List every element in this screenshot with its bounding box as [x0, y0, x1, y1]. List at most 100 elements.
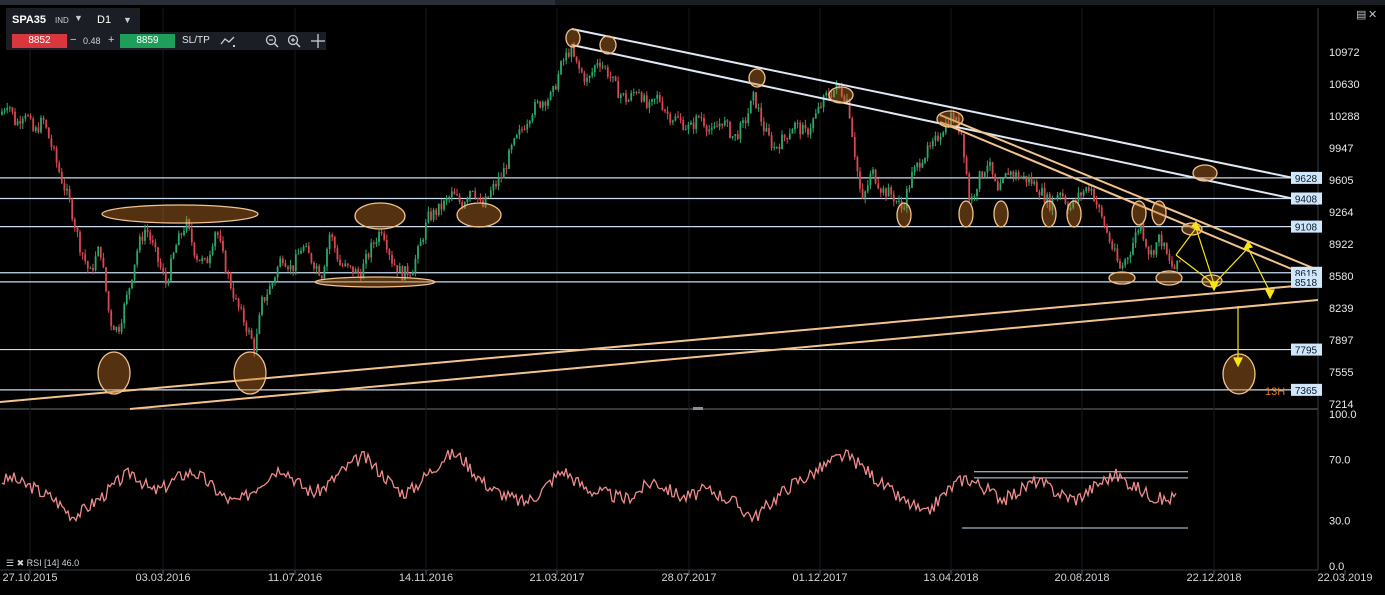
candle-body: [536, 101, 539, 103]
overlay-label: 13H: [1265, 386, 1285, 398]
draw-tool-icon[interactable]: [220, 34, 236, 48]
candle-body: [1119, 261, 1121, 269]
candle-body: [804, 124, 807, 129]
candle-body: [502, 168, 505, 179]
candle-body: [489, 190, 492, 198]
highlight-ellipse: [958, 200, 974, 228]
zoom-out-icon[interactable]: [264, 34, 280, 48]
window-top-strip: [0, 0, 1385, 5]
candle-body: [222, 240, 224, 252]
candle-body: [768, 127, 770, 136]
candle-body: [1015, 172, 1017, 177]
candle-body: [125, 294, 128, 305]
candle-body: [357, 269, 360, 274]
buy-button[interactable]: 8859: [120, 34, 175, 48]
chevron-down-icon[interactable]: ▼: [123, 15, 132, 25]
candle-body: [567, 52, 570, 57]
rsi-indicator-label[interactable]: ☰ ✖ RSI [14] 46.0: [6, 558, 79, 569]
candle-body: [830, 95, 833, 97]
crosshair-icon[interactable]: [310, 34, 326, 48]
candle-body: [232, 288, 235, 299]
candle-body: [466, 198, 469, 203]
plus-icon[interactable]: +: [108, 34, 115, 46]
candle-body: [1077, 192, 1080, 202]
candle-body: [396, 265, 399, 273]
candle-body: [1139, 223, 1142, 231]
candle-body: [859, 171, 861, 189]
candle-body: [840, 87, 843, 97]
candle-body: [346, 263, 349, 266]
candle-body: [991, 161, 994, 175]
candle-body: [539, 101, 542, 108]
candle-body: [352, 266, 354, 274]
candle-body: [1085, 187, 1088, 192]
candle-body: [1155, 242, 1158, 255]
rsi-tick-label: 30.0: [1329, 515, 1350, 527]
candle-body: [458, 195, 461, 203]
candle-body: [193, 242, 196, 256]
candle-body: [1025, 175, 1028, 183]
minus-icon[interactable]: −: [70, 34, 77, 46]
sell-button[interactable]: 8852: [12, 34, 67, 48]
candle-body: [450, 191, 453, 198]
candle-body: [276, 266, 279, 278]
candle-body: [11, 107, 14, 112]
candle-body: [206, 258, 209, 264]
highlight-ellipse: [456, 202, 502, 228]
candle-body: [578, 61, 581, 69]
candle-body: [864, 191, 867, 198]
menu-icon[interactable]: ▤: [1356, 9, 1367, 21]
remove-icon[interactable]: ✖: [16, 558, 25, 568]
candle-body: [773, 146, 776, 148]
chevron-down-icon[interactable]: ▼: [74, 13, 83, 23]
rsi-tick-label: 0.0: [1329, 561, 1344, 573]
candle-body: [983, 172, 986, 177]
candle-body: [484, 196, 487, 207]
candle-body: [1132, 242, 1134, 255]
candle-body: [731, 136, 734, 138]
highlight-ellipse: [599, 35, 617, 55]
candle-body: [1038, 191, 1041, 196]
candle-body: [170, 258, 172, 281]
candle-body: [1009, 171, 1012, 175]
candle-body: [120, 323, 123, 332]
candle-body: [287, 266, 289, 270]
candle-body: [700, 117, 703, 119]
candle-body: [723, 120, 726, 126]
candle-body: [541, 101, 544, 108]
zoom-in-icon[interactable]: [286, 34, 302, 48]
chart-background: [0, 6, 1385, 595]
candle-body: [749, 100, 752, 114]
candle-body: [882, 188, 885, 193]
candle-body: [1160, 234, 1163, 247]
candle-body: [651, 99, 653, 102]
candle-body: [887, 187, 890, 197]
instrument-panel[interactable]: SPA35 IND ▼ D1 ▼: [6, 8, 140, 32]
candle-body: [66, 189, 68, 191]
candle-body: [245, 322, 248, 332]
candle-body: [123, 304, 126, 324]
candle-body: [1173, 266, 1176, 270]
candle-body: [1158, 234, 1160, 243]
price-tick-label: 8922: [1329, 239, 1353, 251]
candle-body: [1176, 260, 1179, 270]
candle-body: [284, 263, 287, 267]
list-icon[interactable]: ☰: [6, 558, 15, 568]
timeframe-label[interactable]: D1: [97, 14, 112, 26]
highlight-ellipse: [1222, 353, 1256, 395]
candle-body: [1108, 232, 1111, 242]
close-icon[interactable]: ✕: [1368, 9, 1378, 21]
candle-body: [398, 266, 401, 273]
candle-body: [630, 92, 633, 101]
candle-body: [68, 189, 71, 200]
panel-resize-handle[interactable]: [693, 407, 703, 410]
candle-body: [775, 146, 778, 148]
candle-body: [89, 267, 92, 269]
sltp-button[interactable]: SL/TP: [182, 35, 210, 46]
candle-body: [128, 288, 131, 295]
candle-body: [825, 92, 828, 96]
candle-body: [469, 191, 471, 199]
time-tick-label: 21.03.2017: [529, 572, 584, 584]
candle-body: [440, 203, 443, 210]
